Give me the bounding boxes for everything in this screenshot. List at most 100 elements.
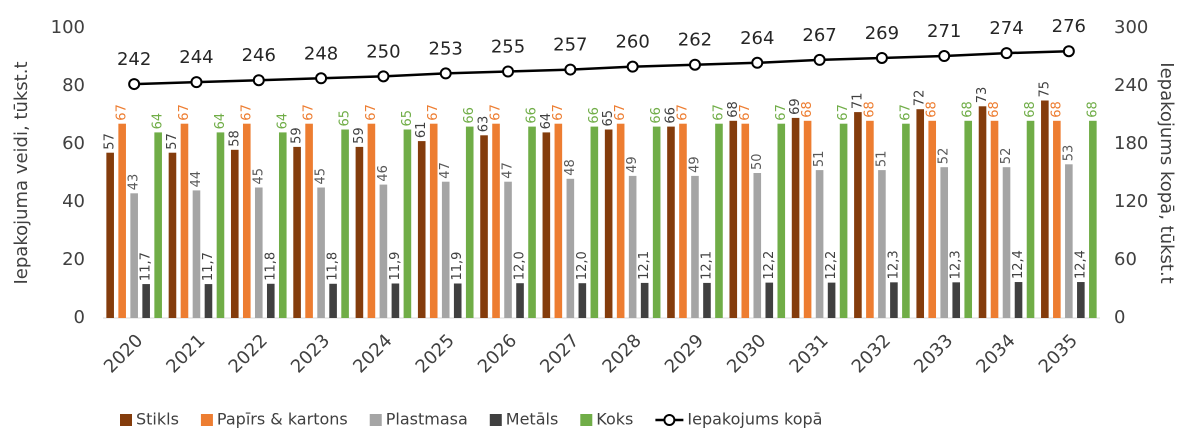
bar bbox=[1014, 282, 1023, 318]
bar-value-label: 12,0 bbox=[513, 251, 528, 280]
x-tick-label: 2025 bbox=[412, 330, 459, 377]
bar-value-label: 45 bbox=[314, 168, 329, 185]
bar bbox=[1026, 120, 1035, 318]
total-marker bbox=[502, 65, 515, 78]
x-tick-label: 2022 bbox=[225, 330, 272, 377]
total-value-label: 250 bbox=[366, 41, 400, 62]
bar bbox=[978, 106, 987, 318]
total-marker bbox=[564, 63, 577, 76]
x-tick-label: 2032 bbox=[848, 330, 895, 377]
total-marker bbox=[190, 76, 203, 89]
bar bbox=[242, 123, 251, 318]
legend-label: Papīrs & kartons bbox=[217, 410, 348, 429]
bar bbox=[741, 123, 750, 318]
legend-item: Stikls bbox=[120, 410, 179, 429]
bar bbox=[441, 181, 450, 318]
bar-value-label: 11,9 bbox=[450, 252, 465, 281]
bar bbox=[106, 152, 114, 318]
bar-value-label: 67 bbox=[115, 104, 130, 121]
bar bbox=[703, 282, 711, 318]
bar bbox=[254, 187, 263, 318]
bar bbox=[1002, 167, 1011, 318]
x-tick-label: 2021 bbox=[162, 330, 209, 377]
bar-value-label: 72 bbox=[913, 90, 928, 107]
x-tick-label: 2028 bbox=[598, 330, 645, 377]
bar bbox=[578, 283, 587, 318]
bar bbox=[542, 132, 551, 318]
bar-value-label: 49 bbox=[625, 156, 640, 173]
legend-label: Metāls bbox=[506, 410, 559, 429]
bar bbox=[878, 170, 886, 318]
bar-value-label: 68 bbox=[925, 101, 940, 118]
bar bbox=[453, 283, 462, 318]
legend-label: Plastmasa bbox=[386, 410, 468, 429]
bar-value-label: 51 bbox=[812, 151, 827, 168]
bar bbox=[216, 132, 225, 318]
bar bbox=[839, 123, 848, 318]
bar-value-label: 47 bbox=[438, 162, 453, 179]
bar-value-label: 11,7 bbox=[201, 252, 216, 281]
bar bbox=[640, 282, 649, 318]
bar bbox=[691, 175, 699, 318]
bar bbox=[130, 193, 138, 318]
bar bbox=[667, 126, 675, 318]
bar-value-label: 12,0 bbox=[575, 251, 590, 280]
total-marker bbox=[1000, 47, 1013, 60]
legend-marker bbox=[663, 414, 676, 426]
bar bbox=[465, 126, 474, 318]
x-tick-label: 2031 bbox=[785, 330, 832, 377]
bar bbox=[854, 112, 862, 318]
bar bbox=[293, 146, 301, 318]
bar bbox=[492, 123, 500, 318]
bar-value-label: 11,8 bbox=[326, 252, 341, 281]
bar-value-label: 12,1 bbox=[699, 251, 714, 280]
y2-tick-label: 180 bbox=[1114, 133, 1148, 154]
bar-value-label: 66 bbox=[649, 107, 664, 124]
total-marker bbox=[751, 56, 764, 69]
bar-value-label: 67 bbox=[489, 104, 504, 121]
bar-value-label: 67 bbox=[836, 104, 851, 121]
bar bbox=[916, 109, 925, 318]
bar-value-label: 64 bbox=[151, 113, 166, 130]
y-tick-label: 100 bbox=[51, 17, 85, 38]
bar-value-label: 67 bbox=[302, 104, 317, 121]
bar-value-label: 66 bbox=[462, 107, 477, 124]
bar bbox=[679, 123, 687, 318]
y2-axis-label: Iepakojums kopā, tūkst.t bbox=[1156, 62, 1177, 283]
bar bbox=[429, 123, 438, 318]
bar-value-label: 57 bbox=[165, 133, 180, 150]
total-marker bbox=[439, 67, 452, 80]
bar-value-label: 67 bbox=[613, 104, 628, 121]
bar-value-label: 73 bbox=[975, 87, 990, 104]
bar bbox=[417, 141, 426, 318]
bar-value-label: 53 bbox=[1061, 145, 1076, 162]
total-marker bbox=[938, 50, 951, 63]
bar bbox=[952, 282, 961, 318]
bar-value-label: 68 bbox=[726, 101, 741, 118]
total-line bbox=[134, 49, 1069, 86]
bar bbox=[890, 282, 898, 318]
bar bbox=[765, 282, 774, 318]
y-tick-label: 20 bbox=[62, 249, 85, 270]
bar-value-label: 12,4 bbox=[1073, 250, 1088, 279]
x-tick-label: 2033 bbox=[910, 330, 957, 377]
bar-value-label: 12,3 bbox=[949, 250, 964, 279]
total-value-label: 262 bbox=[678, 30, 712, 51]
bar-value-label: 11,9 bbox=[388, 252, 403, 281]
total-marker bbox=[252, 74, 265, 87]
bar-value-label: 68 bbox=[1023, 101, 1038, 118]
total-value-label: 253 bbox=[429, 38, 463, 59]
bar-value-label: 45 bbox=[251, 168, 266, 185]
bar-value-label: 66 bbox=[587, 107, 602, 124]
bar-value-label: 64 bbox=[275, 113, 290, 130]
total-value-label: 276 bbox=[1052, 16, 1086, 37]
bar bbox=[317, 187, 325, 318]
bar-value-label: 71 bbox=[850, 93, 865, 110]
bar-value-label: 67 bbox=[675, 104, 690, 121]
bar bbox=[118, 123, 126, 318]
bar bbox=[590, 126, 599, 318]
y2-tick-label: 240 bbox=[1114, 75, 1148, 96]
bar bbox=[753, 173, 762, 318]
legend-label: Koks bbox=[596, 410, 633, 429]
bar bbox=[391, 283, 400, 318]
